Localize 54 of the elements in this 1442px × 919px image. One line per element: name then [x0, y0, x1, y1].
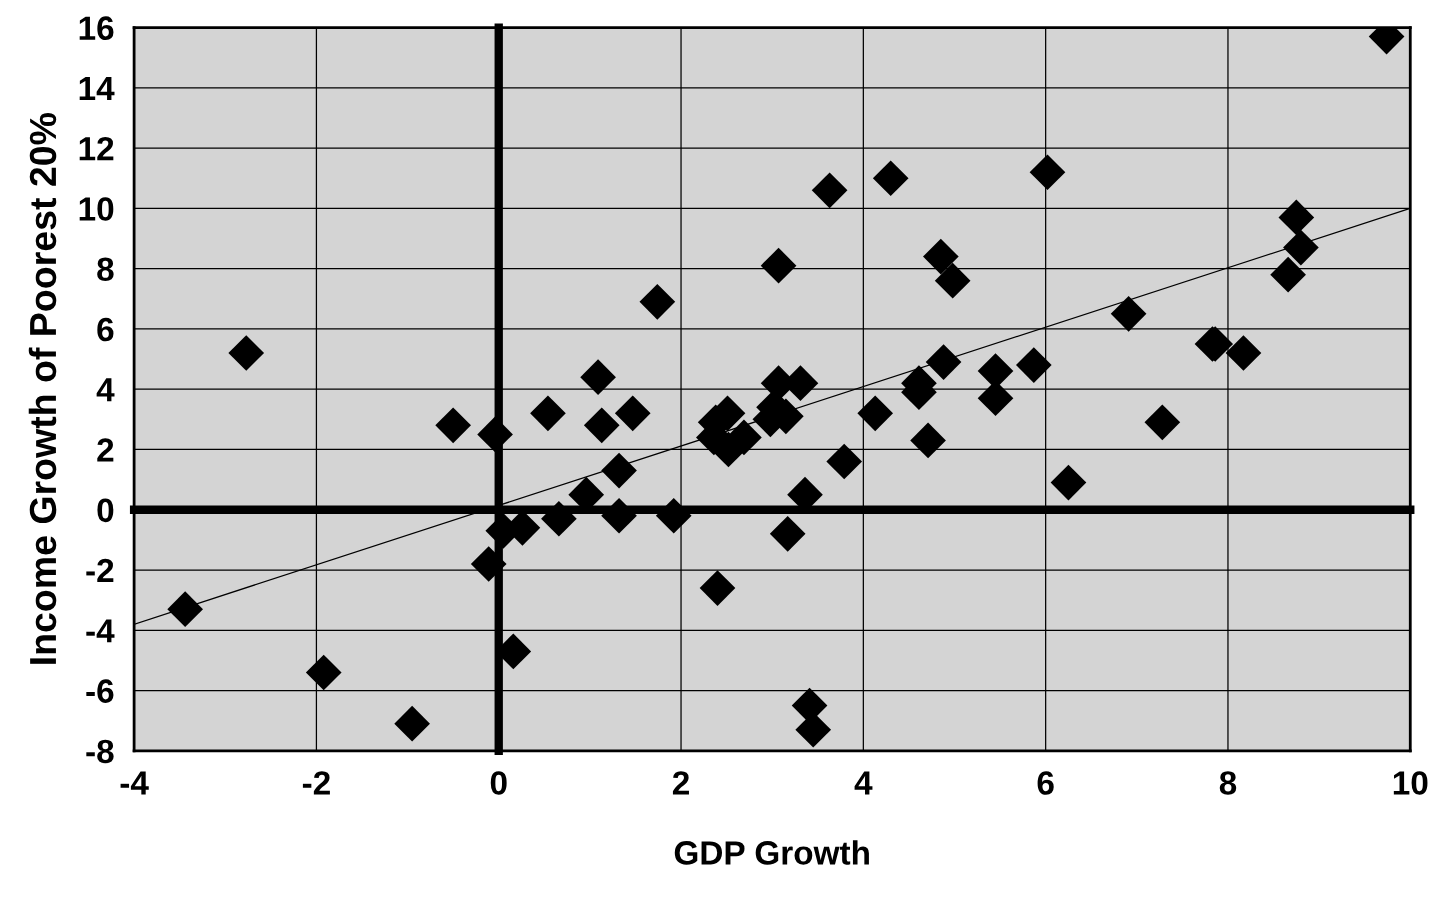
x-tick-label: -2: [302, 771, 330, 795]
y-tick-label: 8: [97, 257, 114, 282]
point: [228, 335, 265, 371]
point: [934, 262, 971, 299]
point: [305, 654, 342, 691]
point: [530, 395, 566, 432]
y-tick-label: -6: [86, 679, 114, 703]
point: [1050, 464, 1087, 501]
point: [811, 172, 848, 209]
y-tick-label: -8: [86, 739, 114, 764]
y-tick-label: 16: [79, 16, 114, 40]
x-tick-label: -4: [120, 771, 149, 795]
x-tick-label: 2: [672, 771, 689, 795]
point: [1015, 347, 1052, 383]
y-tick-label: -4: [86, 619, 115, 643]
point: [769, 516, 806, 552]
point: [1029, 154, 1066, 191]
x-tick-label: 10: [1393, 771, 1428, 795]
point: [760, 247, 797, 284]
point: [922, 238, 959, 275]
y-tick-label: 4: [96, 378, 115, 402]
point: [435, 407, 471, 444]
point: [601, 452, 637, 489]
point: [857, 395, 894, 432]
point: [1225, 335, 1262, 371]
point: [1283, 229, 1319, 266]
y-axis-title: Income Growth of Poorest 20%: [28, 113, 57, 664]
y-tick-label: 2: [97, 438, 114, 462]
point: [167, 591, 203, 628]
point: [1278, 199, 1315, 236]
x-axis-title: GDP Growth: [674, 840, 869, 865]
point: [580, 359, 616, 395]
point: [910, 422, 946, 459]
point: [1110, 296, 1147, 332]
point: [925, 344, 962, 380]
y-tick-label: 10: [79, 197, 114, 221]
y-tick-label: 0: [97, 498, 114, 523]
point: [1270, 256, 1306, 293]
x-tick-label: 8: [1219, 771, 1237, 795]
x-tick-label: 6: [1037, 771, 1054, 795]
point: [699, 570, 736, 606]
y-tick-label: -2: [86, 558, 114, 583]
point: [872, 160, 909, 197]
y-tick-label: 14: [79, 76, 115, 100]
y-tick-label: 12: [79, 136, 114, 161]
y-tick-label: 6: [97, 317, 114, 342]
x-tick-label: 0: [490, 771, 507, 795]
point: [394, 705, 430, 742]
point: [639, 283, 676, 320]
point: [1144, 404, 1181, 441]
point: [583, 407, 620, 444]
point: [826, 443, 863, 480]
point: [614, 395, 651, 432]
x-tick-label: 4: [854, 771, 873, 795]
